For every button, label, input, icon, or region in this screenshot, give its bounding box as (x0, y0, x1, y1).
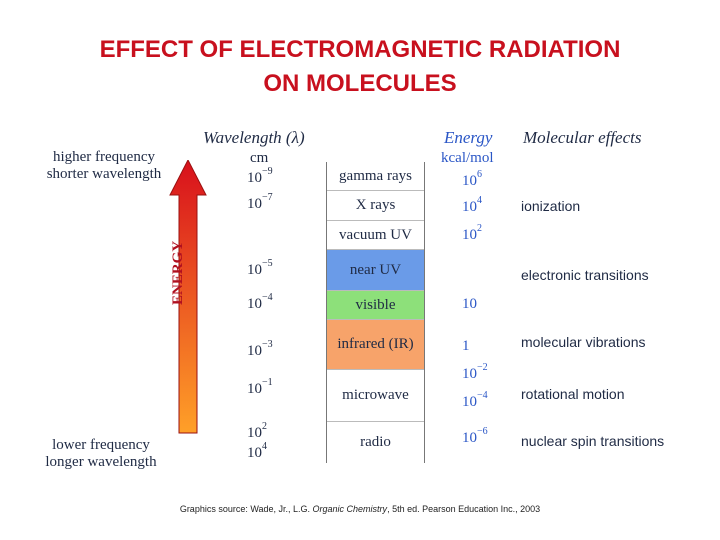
wavelength-value: 10−9 (247, 166, 273, 187)
band-infrared: infrared (IR) (327, 320, 424, 370)
wavelength-value: 10−7 (247, 192, 273, 213)
lower-frequency-line-2: longer wavelength (45, 454, 157, 470)
graphics-source-footer: Graphics source: Wade, Jr., L.G. Organic… (179, 504, 541, 514)
page-title-line-1: EFFECT OF ELECTROMAGNETIC RADIATION (99, 36, 621, 63)
wavelength-unit: cm (250, 150, 269, 166)
wavelength-value: 104 (247, 441, 267, 462)
wavelength-value: 10−1 (247, 377, 273, 398)
band-x-rays: X rays (327, 191, 424, 221)
energy-value: 10−2 (462, 362, 488, 383)
page-title-line-2: ON MOLECULES (263, 70, 457, 97)
effect-electronic-transitions: electronic transitions (521, 267, 649, 283)
energy-value: 10−6 (462, 426, 488, 447)
higher-frequency-line-2: shorter wavelength (46, 166, 162, 182)
effect-ionization: ionization (521, 198, 581, 214)
wavelength-value: 102 (247, 421, 267, 442)
effect-molecular-vibrations: molecular vibrations (521, 334, 646, 350)
energy-arrow (169, 160, 207, 434)
band-visible: visible (327, 291, 424, 320)
higher-frequency-line-1: higher frequency (52, 149, 156, 165)
energy-value: 10−4 (462, 390, 488, 411)
energy-header: Energy (444, 128, 493, 147)
effect-nuclear-spin-transitions: nuclear spin transitions (521, 433, 665, 449)
lower-frequency-text: lower frequency longer wavelength (36, 437, 166, 471)
band-gamma-rays: gamma rays (327, 162, 424, 191)
wavelength-value: 10−5 (247, 258, 273, 279)
energy-value: 10 (462, 296, 477, 312)
band-near-uv: near UV (327, 250, 424, 291)
energy-value: 104 (462, 195, 482, 216)
spectrum-column: gamma rays X rays vacuum UV near UV visi… (326, 162, 425, 463)
energy-value: 1 (462, 338, 470, 354)
energy-value: 106 (462, 169, 482, 190)
higher-frequency-text: higher frequency shorter wavelength (39, 149, 169, 183)
wavelength-value: 10−3 (247, 339, 273, 360)
energy-arrow-label: ENERGY (170, 240, 186, 305)
wavelength-header: Wavelength (λ) (203, 128, 305, 147)
band-radio: radio (327, 422, 424, 463)
energy-unit: kcal/mol (441, 150, 494, 166)
energy-value: 102 (462, 223, 482, 244)
effect-rotational-motion: rotational motion (521, 386, 625, 402)
wavelength-value: 10−4 (247, 292, 273, 313)
band-microwave: microwave (327, 370, 424, 422)
arrow-shape (169, 160, 207, 434)
effects-header: Molecular effects (523, 128, 642, 147)
lower-frequency-line-1: lower frequency (52, 437, 150, 453)
band-vacuum-uv: vacuum UV (327, 221, 424, 250)
